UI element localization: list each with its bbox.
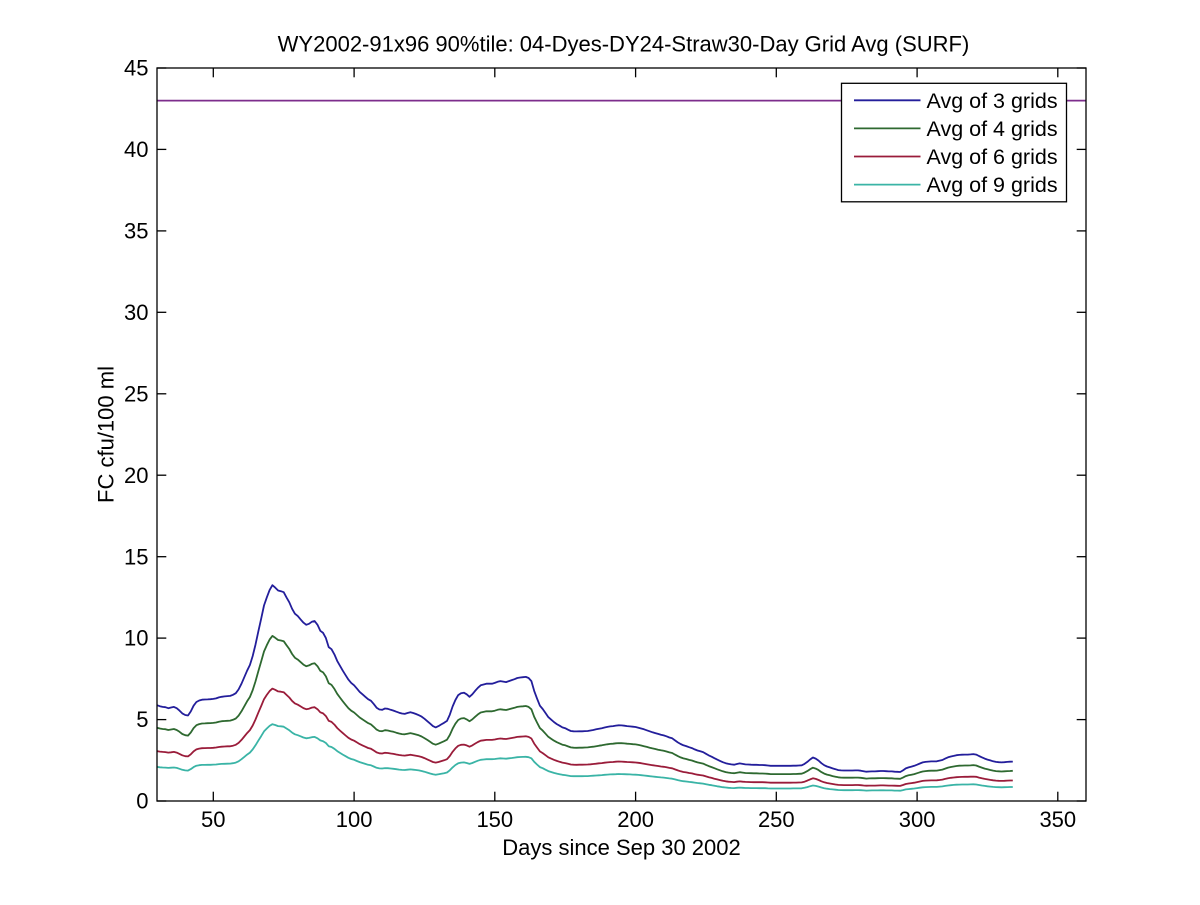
svg-text:40: 40 — [124, 137, 148, 162]
svg-text:WY2002-91x96 90%tile: 04-Dyes-: WY2002-91x96 90%tile: 04-Dyes-DY24-Straw… — [278, 32, 970, 57]
svg-text:250: 250 — [758, 807, 795, 832]
svg-text:Avg of 3 grids: Avg of 3 grids — [927, 89, 1058, 113]
svg-text:30: 30 — [124, 300, 148, 325]
svg-text:45: 45 — [124, 56, 148, 81]
svg-text:300: 300 — [899, 807, 936, 832]
svg-text:Days since Sep 30 2002: Days since Sep 30 2002 — [502, 835, 741, 860]
svg-text:25: 25 — [124, 381, 148, 406]
svg-text:10: 10 — [124, 626, 148, 651]
svg-text:100: 100 — [336, 807, 373, 832]
svg-text:0: 0 — [136, 789, 148, 814]
svg-text:Avg of 4 grids: Avg of 4 grids — [927, 117, 1058, 141]
svg-text:150: 150 — [476, 807, 513, 832]
svg-text:20: 20 — [124, 463, 148, 488]
svg-text:35: 35 — [124, 219, 148, 244]
svg-text:15: 15 — [124, 544, 148, 569]
svg-text:FC cfu/100 ml: FC cfu/100 ml — [94, 366, 119, 503]
svg-text:5: 5 — [136, 707, 148, 732]
svg-text:Avg of 6 grids: Avg of 6 grids — [927, 145, 1058, 169]
svg-text:200: 200 — [617, 807, 654, 832]
svg-text:50: 50 — [201, 807, 225, 832]
svg-text:Avg of 9 grids: Avg of 9 grids — [927, 173, 1058, 197]
svg-text:350: 350 — [1039, 807, 1076, 832]
